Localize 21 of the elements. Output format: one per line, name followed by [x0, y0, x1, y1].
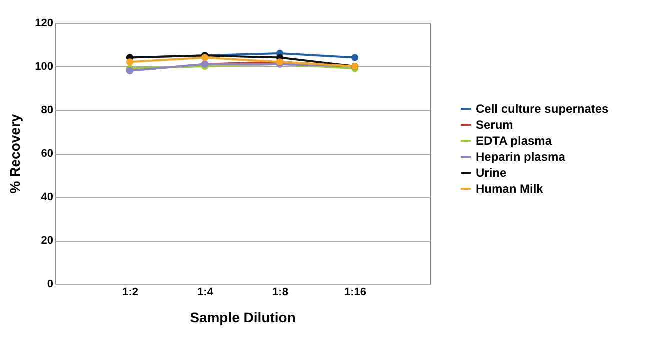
y-tick-label: 100 [35, 61, 54, 73]
legend-label: Urine [476, 166, 507, 180]
y-tick-label: 80 [41, 104, 54, 116]
x-axis-title: Sample Dilution [190, 310, 296, 326]
y-tick-label: 40 [41, 192, 54, 204]
legend-label: Serum [476, 118, 514, 132]
x-tick-label: 1:8 [272, 286, 288, 298]
y-axis-title: % Recovery [7, 114, 24, 194]
x-tick-label: 1:4 [198, 286, 214, 298]
point [126, 58, 134, 66]
legend-label: Human Milk [476, 182, 544, 196]
y-tick-label: 20 [41, 235, 54, 247]
x-tick-label: 1:2 [122, 286, 138, 298]
legend-label: Cell culture supernates [476, 102, 610, 116]
x-tick-label: 1:16 [344, 286, 367, 298]
legend-label: EDTA plasma [476, 134, 552, 148]
point [351, 54, 359, 62]
y-tick-label: 60 [41, 148, 54, 160]
y-tick-label: 0 [47, 278, 54, 290]
y-tick-label: 120 [35, 18, 54, 30]
legend-label: Heparin plasma [476, 150, 566, 164]
